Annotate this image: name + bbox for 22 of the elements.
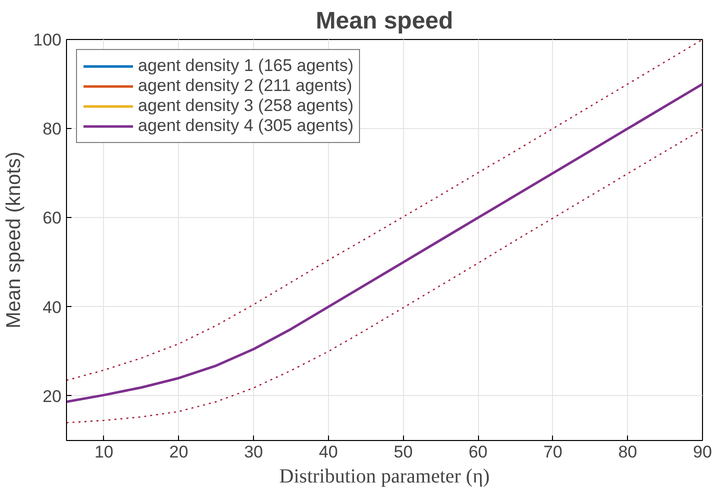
line-series	[66, 40, 702, 381]
x-tick-label: 30	[244, 442, 264, 462]
x-tick-label: 90	[693, 442, 712, 462]
y-tick-label: 40	[42, 298, 62, 317]
y-tick-label: 20	[42, 386, 62, 406]
x-tick-label: 70	[543, 442, 562, 462]
legend-label: agent density 4 (305 agents)	[138, 116, 354, 136]
x-tick-label: 10	[94, 442, 114, 462]
x-tick-label: 60	[468, 442, 488, 462]
y-tick-label: 100	[33, 30, 62, 50]
y-axis-title: Mean speed (knots)	[3, 152, 26, 328]
legend-label: agent density 1 (165 agents)	[138, 56, 354, 76]
x-tick-label: 40	[318, 442, 338, 462]
x-tick-label: 80	[618, 442, 638, 462]
legend-label: agent density 2 (211 agents)	[138, 76, 352, 96]
x-axis-title: Distribution parameter (η)	[279, 466, 490, 488]
y-tick-label: 80	[42, 120, 62, 139]
y-tick-label: 60	[42, 208, 62, 228]
x-tick-label: 50	[394, 442, 413, 462]
legend-label: agent density 3 (258 agents)	[138, 96, 354, 116]
x-tick-label: 20	[169, 442, 188, 462]
chart-title: Mean speed	[316, 8, 454, 34]
